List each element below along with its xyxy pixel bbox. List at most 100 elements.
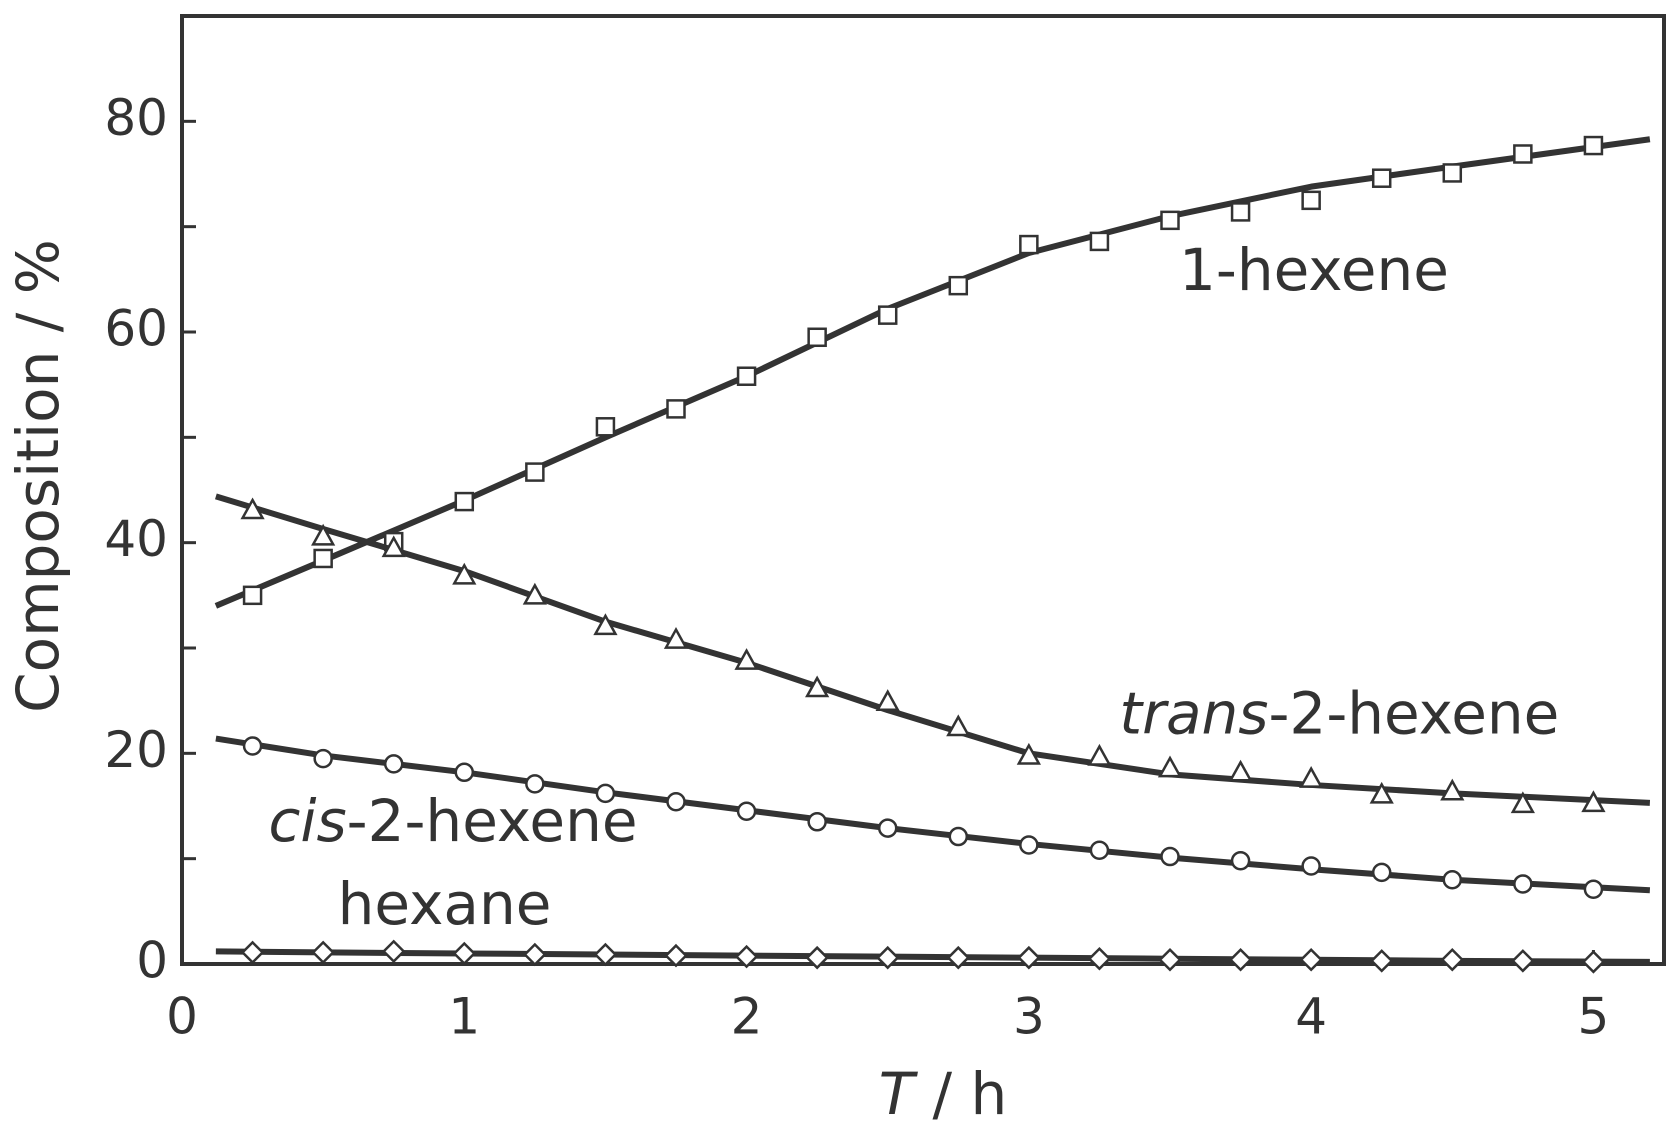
marker <box>595 417 616 437</box>
marker <box>525 462 545 482</box>
marker <box>1583 135 1604 156</box>
marker <box>948 826 969 847</box>
marker <box>1513 144 1533 164</box>
series-label-part: -2-hexene <box>1268 680 1559 748</box>
marker <box>1160 846 1180 867</box>
marker <box>454 762 475 783</box>
x-tick-label: 3 <box>1013 988 1045 1046</box>
series-label-part: hexane <box>338 870 552 938</box>
marker <box>805 675 830 698</box>
series <box>214 135 1651 609</box>
marker <box>1510 791 1535 814</box>
marker <box>1513 874 1533 894</box>
series-label-part: -2-hexene <box>347 787 638 855</box>
marker <box>875 945 900 970</box>
marker <box>1089 840 1110 860</box>
marker <box>1301 856 1321 876</box>
marker <box>1228 759 1253 782</box>
y-tick-label: 20 <box>104 721 168 779</box>
marker <box>663 626 689 649</box>
marker <box>736 366 757 386</box>
marker <box>311 940 335 965</box>
marker <box>381 939 406 964</box>
marker <box>946 945 971 970</box>
marker <box>522 582 547 605</box>
marker <box>240 940 265 965</box>
marker <box>593 942 618 967</box>
marker <box>877 305 898 325</box>
marker <box>734 944 759 969</box>
marker <box>1442 869 1463 890</box>
marker <box>313 548 333 569</box>
y-tick-label: 80 <box>104 89 168 147</box>
marker <box>736 801 757 822</box>
fit-line <box>214 136 1651 609</box>
x-axis-label: T / h <box>879 1060 1008 1128</box>
marker <box>311 523 336 546</box>
marker <box>1442 163 1463 183</box>
marker <box>1440 778 1465 801</box>
marker <box>452 562 477 585</box>
marker <box>1581 950 1606 974</box>
series-label: 1-hexene <box>1179 236 1449 304</box>
marker <box>523 942 547 967</box>
marker <box>593 613 618 636</box>
marker <box>805 945 829 970</box>
marker <box>1371 862 1392 883</box>
marker <box>1301 190 1321 211</box>
x-axis-label-part: T <box>879 1060 919 1128</box>
y-tick-label: 40 <box>104 510 168 568</box>
x-tick-label: 1 <box>448 988 480 1046</box>
series-label: hexane <box>338 870 552 938</box>
y-tick-label: 60 <box>104 300 168 358</box>
marker <box>242 736 263 756</box>
marker <box>1299 948 1323 972</box>
marker <box>734 648 759 670</box>
fit-line <box>215 948 1650 965</box>
marker <box>454 491 475 512</box>
marker <box>1511 949 1535 973</box>
series-label-part: cis <box>268 787 346 855</box>
series-label: cis-2-hexene <box>268 787 637 855</box>
series-label: trans-2-hexene <box>1119 680 1559 748</box>
marker <box>875 689 900 711</box>
marker <box>666 399 686 419</box>
marker <box>807 812 827 832</box>
marker <box>1230 202 1251 222</box>
series <box>215 939 1650 974</box>
marker <box>1440 948 1465 972</box>
marker <box>381 535 406 558</box>
marker <box>1160 210 1180 231</box>
marker <box>1228 948 1253 972</box>
marker <box>1369 949 1394 973</box>
marker <box>1581 790 1606 813</box>
marker <box>664 943 688 968</box>
marker <box>313 748 333 769</box>
y-tick-label: 0 <box>136 932 168 990</box>
marker <box>948 275 969 296</box>
marker <box>1230 851 1251 871</box>
marker <box>877 818 898 838</box>
marker <box>525 774 545 794</box>
marker <box>807 327 827 348</box>
marker <box>1158 948 1182 972</box>
marker <box>383 754 404 774</box>
marker <box>242 585 263 606</box>
marker <box>595 783 616 804</box>
series-label-part: 1-hexene <box>1179 236 1449 304</box>
y-axis-label: Composition / % <box>4 239 72 713</box>
series <box>215 493 1651 814</box>
marker <box>1019 835 1039 855</box>
marker <box>452 941 477 966</box>
marker <box>946 714 971 737</box>
fit-line <box>215 493 1651 806</box>
marker <box>1089 231 1110 252</box>
marker <box>1371 168 1392 188</box>
x-tick-label: 0 <box>166 988 198 1046</box>
marker <box>240 497 265 520</box>
marker <box>1019 234 1039 255</box>
marker <box>1087 946 1112 971</box>
plot-frame <box>180 14 1666 966</box>
x-tick-label: 2 <box>731 988 763 1046</box>
